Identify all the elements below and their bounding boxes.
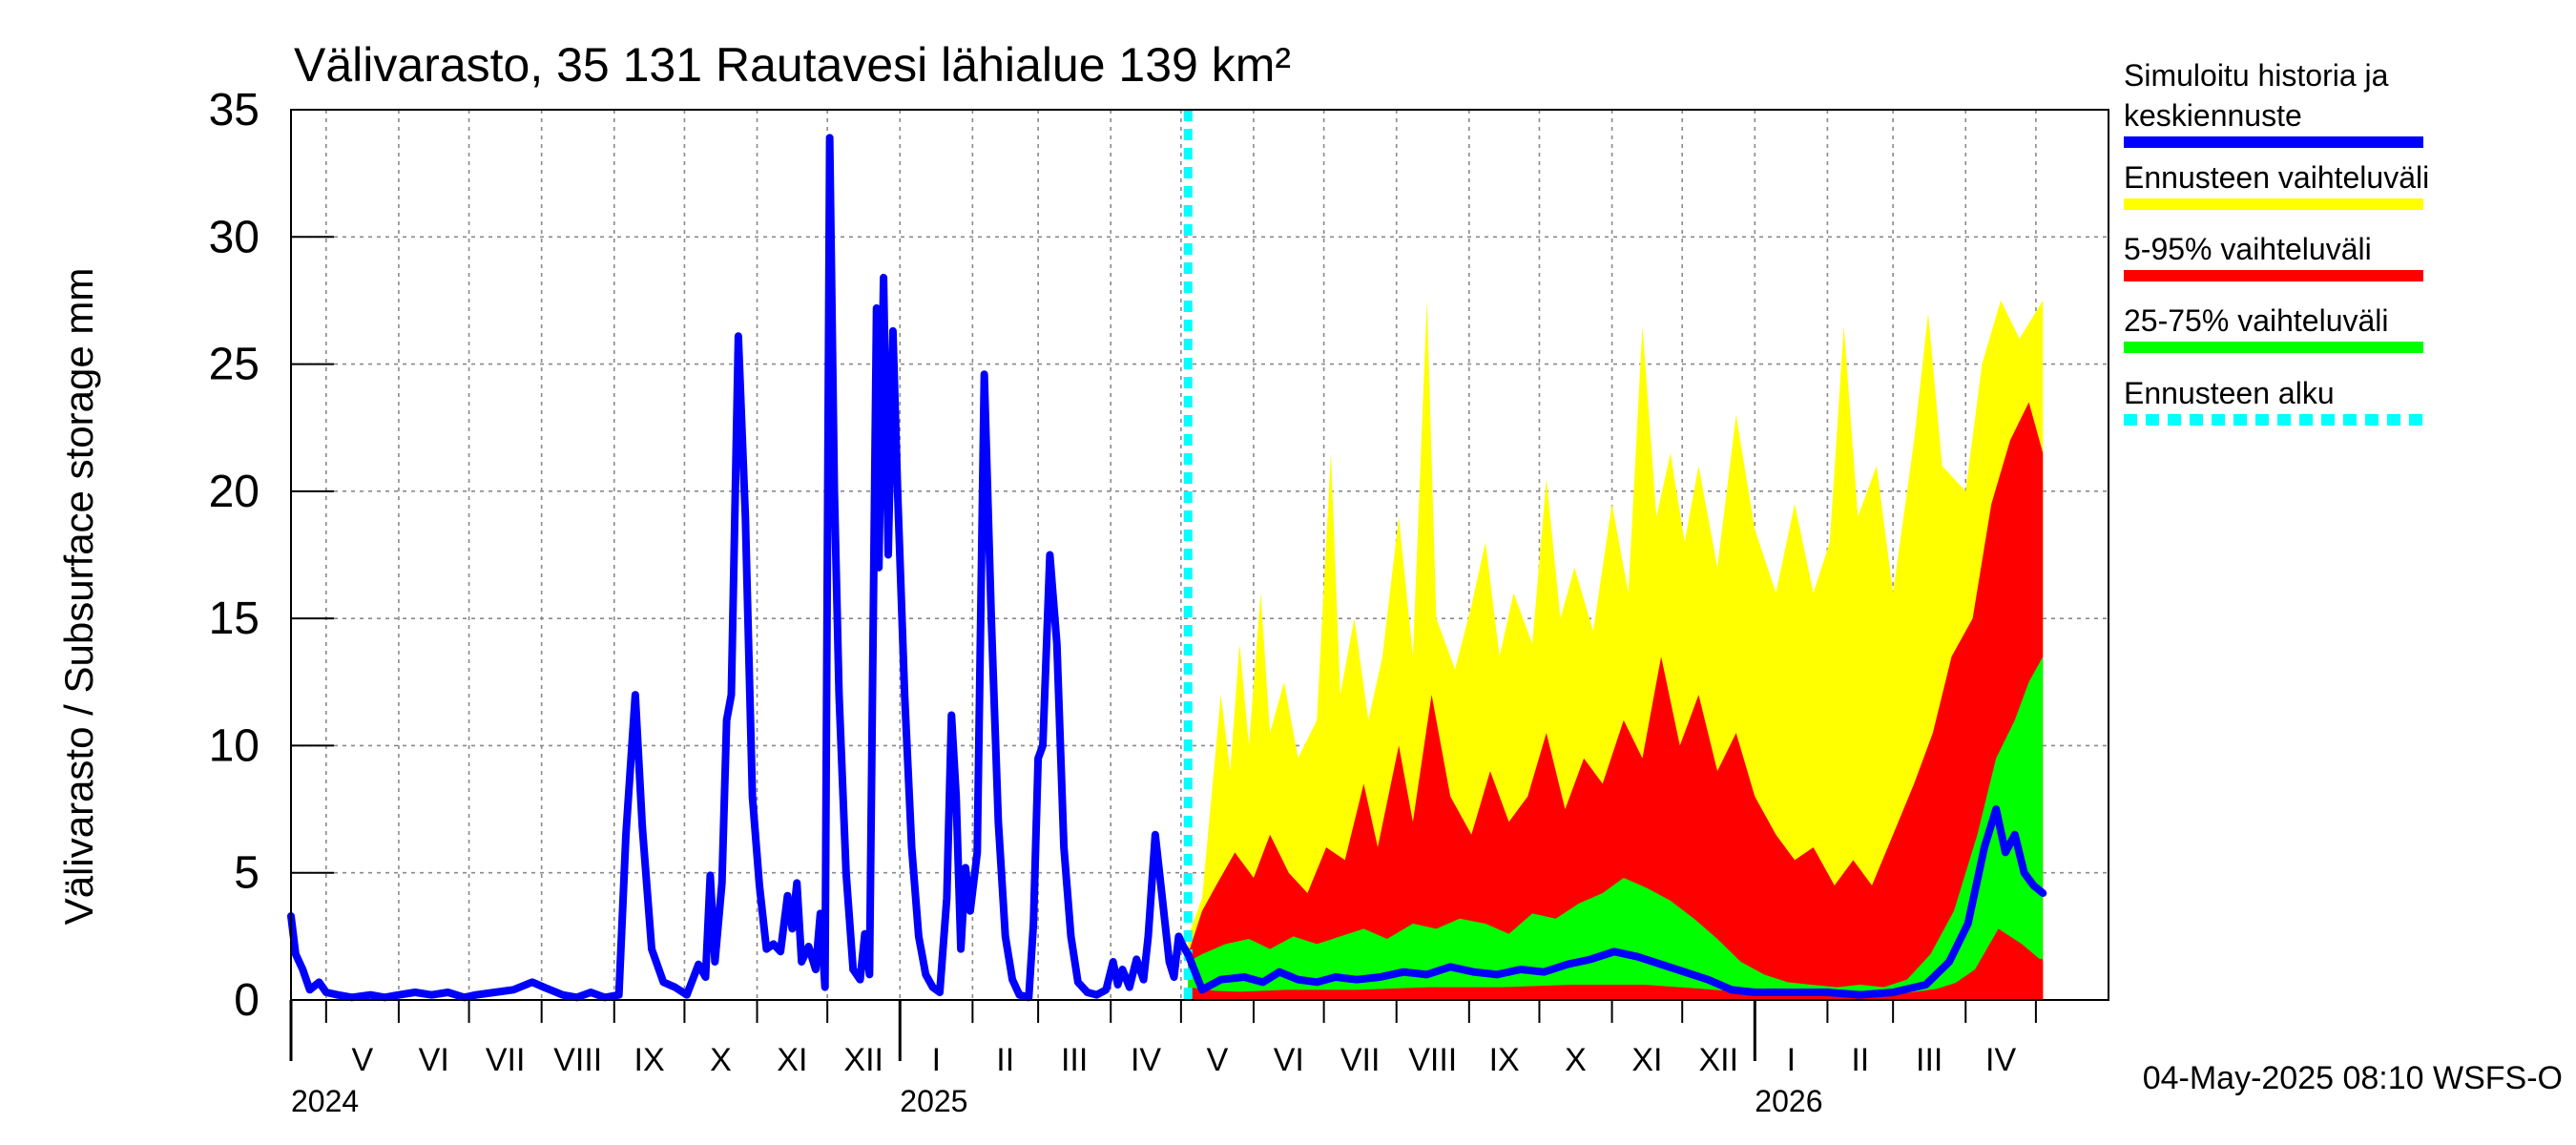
y-tick-label: 10 (209, 720, 260, 771)
legend-entry: Ennusteen alku (2124, 376, 2423, 426)
legend: Simuloitu historia ja keskiennuste Ennuste… (2124, 58, 2429, 426)
x-month-label: VIII (553, 1042, 602, 1078)
y-tick-label: 25 (209, 340, 260, 390)
x-month-label: III (1061, 1042, 1088, 1078)
x-month-label: X (1565, 1042, 1587, 1078)
y-tick-label: 20 (209, 467, 260, 517)
x-month-label: XI (777, 1042, 807, 1078)
x-month-label: IV (1131, 1042, 1161, 1078)
y-tick-label: 30 (209, 212, 260, 262)
y-tick-label: 5 (234, 848, 260, 899)
band-5-95 (1188, 402, 2044, 1000)
x-month-label: II (1851, 1042, 1869, 1078)
x-month-label: XII (1698, 1042, 1738, 1078)
x-month-label: III (1916, 1042, 1942, 1078)
legend-entry: 25-75% vaihteluväli (2124, 303, 2423, 353)
x-month-label: V (352, 1042, 374, 1078)
y-axis-label: Välivarasto / Subsurface storage mm (56, 268, 101, 926)
x-month-label: XII (843, 1042, 883, 1078)
chart-title: Välivarasto, 35 131 Rautavesi lähialue 1… (294, 38, 1291, 92)
x-month-label: VI (419, 1042, 449, 1078)
legend-label: 25-75% vaihteluväli (2124, 303, 2389, 338)
x-month-label: IX (634, 1042, 665, 1078)
x-month-label: IX (1489, 1042, 1520, 1078)
legend-label: Simuloitu historia ja (2124, 58, 2389, 93)
legend-entry: Ennusteen vaihteluväli (2124, 160, 2429, 210)
forecast-bands (1188, 300, 2044, 1000)
legend-label: Ennusteen vaihteluväli (2124, 160, 2429, 195)
x-year-label: 2025 (900, 1084, 967, 1118)
x-month-label: V (1207, 1042, 1229, 1078)
x-year-label: 2024 (291, 1084, 359, 1118)
legend-label: Ennusteen alku (2124, 376, 2335, 410)
band-5-95-lower (1188, 928, 2044, 1000)
x-month-label: VI (1274, 1042, 1304, 1078)
x-month-label: I (1787, 1042, 1796, 1078)
legend-entry: 5-95% vaihteluväli (2124, 232, 2423, 281)
history-line (287, 134, 1193, 1002)
x-month-label: I (932, 1042, 941, 1078)
x-month-label: VII (486, 1042, 526, 1078)
x-month-label: VIII (1408, 1042, 1457, 1078)
y-tick-label: 15 (209, 593, 260, 644)
x-month-label: X (710, 1042, 732, 1078)
legend-label: keskiennuste (2124, 98, 2302, 133)
y-tick-label: 0 (234, 975, 260, 1026)
x-month-label: XI (1631, 1042, 1662, 1078)
y-axis: 0 5 10 15 20 25 30 35 (209, 85, 334, 1026)
legend-label: 5-95% vaihteluväli (2124, 232, 2372, 266)
x-month-label: IV (1985, 1042, 2016, 1078)
band-25-75 (1188, 656, 2044, 995)
series-lines (287, 110, 2047, 1002)
x-axis: V VI VII VIII IX X XI XII I II III IV V VI VII VIII IX X X… (289, 1000, 2037, 1118)
footer-timestamp: 04-May-2025 08:10 WSFS-O (2143, 1060, 2563, 1096)
legend-entry: Simuloitu historia ja keskiennuste (2124, 58, 2423, 148)
forecast-mean-line (1184, 805, 2047, 999)
y-tick-label: 35 (209, 85, 260, 135)
x-year-label: 2026 (1755, 1084, 1822, 1118)
plot-area (287, 109, 2109, 1002)
x-month-label: VII (1340, 1042, 1381, 1078)
x-month-label: II (996, 1042, 1014, 1078)
plot-frame (290, 109, 2109, 1001)
